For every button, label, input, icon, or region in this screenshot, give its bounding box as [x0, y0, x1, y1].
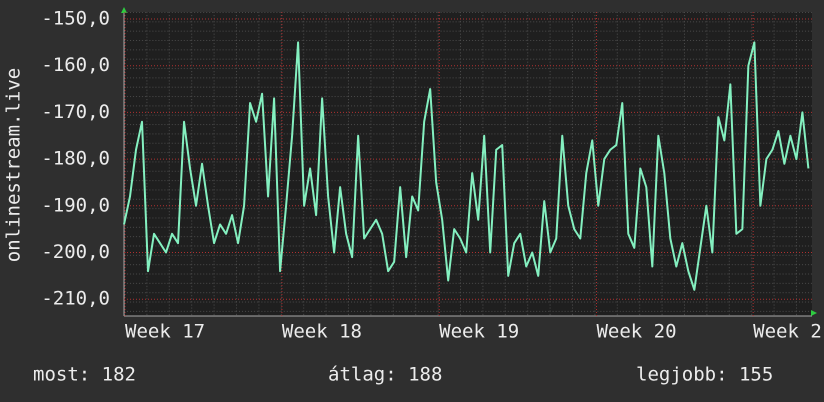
- x-tick-label: Week 20: [596, 321, 676, 343]
- y-tick-label: -190,0: [41, 194, 110, 216]
- y-tick-label: -170,0: [41, 101, 110, 123]
- x-tick-label: Week 18: [282, 321, 362, 343]
- y-tick-label: -200,0: [41, 241, 110, 263]
- y-tick-label: -210,0: [41, 288, 110, 310]
- y-tick-label: -150,0: [41, 8, 110, 30]
- y-axis-label: onlinestream.live: [3, 68, 25, 262]
- summary-text: átlag: 188: [328, 364, 442, 386]
- data-line: [123, 41, 810, 291]
- y-tick-label: -160,0: [41, 54, 110, 76]
- summary-text: legjobb: 155: [636, 364, 773, 386]
- x-tick-label: Week 2: [753, 321, 822, 343]
- minor-grid: [124, 12, 812, 316]
- x-tick-label: Week 19: [439, 321, 519, 343]
- y-tick-label: -180,0: [41, 148, 110, 170]
- axis-arrow: [811, 310, 817, 316]
- summary-text: most: 182: [33, 364, 136, 386]
- x-tick-label: Week 17: [125, 321, 205, 343]
- axis-arrow: [121, 7, 127, 13]
